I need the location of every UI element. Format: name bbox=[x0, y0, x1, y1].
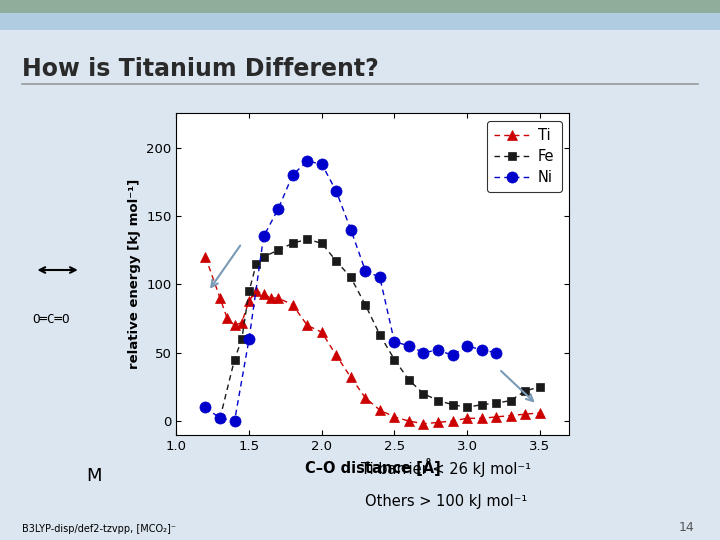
Fe bbox=[303, 236, 312, 242]
Text: B3LYP-disp/def2-tzvpp, [MCO₂]⁻: B3LYP-disp/def2-tzvpp, [MCO₂]⁻ bbox=[22, 523, 176, 534]
Ni bbox=[419, 349, 428, 356]
Ti bbox=[288, 301, 297, 308]
Y-axis label: relative energy [kJ mol⁻¹]: relative energy [kJ mol⁻¹] bbox=[127, 179, 140, 369]
Fe bbox=[332, 258, 341, 264]
Ti bbox=[252, 288, 261, 294]
Fe bbox=[506, 397, 515, 404]
Ni bbox=[376, 274, 384, 281]
Ni bbox=[449, 352, 457, 359]
Fe bbox=[521, 388, 529, 394]
Ti bbox=[274, 295, 282, 301]
Fe bbox=[361, 301, 369, 308]
Ni bbox=[390, 339, 399, 345]
Ti bbox=[245, 298, 253, 304]
Fe bbox=[259, 254, 268, 260]
Ti bbox=[259, 291, 268, 297]
Fe bbox=[230, 356, 239, 363]
Text: Ti barrier < 26 kJ mol⁻¹: Ti barrier < 26 kJ mol⁻¹ bbox=[361, 462, 531, 477]
Fe bbox=[433, 397, 442, 404]
Ti bbox=[346, 374, 355, 381]
Fe bbox=[390, 356, 399, 363]
Fe bbox=[463, 404, 472, 410]
Fe bbox=[477, 401, 486, 408]
Line: Ti: Ti bbox=[201, 252, 544, 429]
Ti bbox=[318, 329, 326, 335]
Ni bbox=[274, 206, 282, 212]
Fe bbox=[238, 336, 246, 342]
Fe bbox=[492, 400, 500, 407]
Fe bbox=[376, 332, 384, 338]
Ti bbox=[521, 411, 529, 417]
Fe bbox=[288, 240, 297, 247]
Fe bbox=[536, 383, 544, 390]
Ni bbox=[332, 188, 341, 194]
Ni bbox=[433, 347, 442, 353]
Ti bbox=[223, 315, 232, 322]
Ni bbox=[477, 347, 486, 353]
Ni bbox=[492, 349, 500, 356]
Ti bbox=[536, 409, 544, 416]
Ti bbox=[492, 414, 500, 420]
Ni bbox=[216, 415, 225, 422]
Fe bbox=[419, 390, 428, 397]
Ti bbox=[238, 319, 246, 326]
Fe bbox=[405, 377, 413, 383]
Ti bbox=[506, 413, 515, 419]
Ni bbox=[405, 342, 413, 349]
Ni bbox=[201, 404, 210, 410]
Line: Ni: Ni bbox=[200, 156, 502, 427]
Ti bbox=[361, 395, 369, 401]
Ti bbox=[390, 414, 399, 420]
Ni bbox=[463, 342, 472, 349]
Text: M: M bbox=[86, 467, 102, 485]
Ni bbox=[346, 226, 355, 233]
Ti bbox=[449, 418, 457, 424]
Fe bbox=[318, 240, 326, 247]
Fe bbox=[346, 274, 355, 281]
Text: 14: 14 bbox=[679, 521, 695, 534]
Ti bbox=[463, 415, 472, 422]
Fe bbox=[449, 401, 457, 408]
Ni bbox=[230, 418, 239, 424]
Line: Fe: Fe bbox=[216, 235, 544, 422]
Ti bbox=[477, 415, 486, 422]
Ti bbox=[405, 418, 413, 424]
Ni bbox=[288, 172, 297, 178]
Ti bbox=[303, 322, 312, 328]
Ti bbox=[433, 419, 442, 426]
Ti bbox=[332, 352, 341, 359]
Ti bbox=[266, 295, 275, 301]
Ti bbox=[216, 295, 225, 301]
Ni bbox=[245, 336, 253, 342]
Ni bbox=[318, 161, 326, 167]
Text: O═C═O: O═C═O bbox=[32, 313, 70, 326]
Ni bbox=[361, 267, 369, 274]
Ti bbox=[419, 421, 428, 427]
Fe bbox=[245, 288, 253, 294]
Legend: Ti, Fe, Ni: Ti, Fe, Ni bbox=[487, 121, 562, 192]
Ti bbox=[230, 322, 239, 328]
Ti bbox=[376, 407, 384, 413]
Text: How is Titanium Different?: How is Titanium Different? bbox=[22, 57, 378, 80]
Fe bbox=[216, 415, 225, 422]
X-axis label: C–O distance [Å]: C–O distance [Å] bbox=[305, 458, 441, 476]
Ni bbox=[303, 158, 312, 165]
Fe bbox=[252, 261, 261, 267]
Ni bbox=[259, 233, 268, 240]
Text: Others > 100 kJ mol⁻¹: Others > 100 kJ mol⁻¹ bbox=[365, 494, 528, 509]
Ti bbox=[201, 254, 210, 260]
Fe bbox=[274, 247, 282, 253]
